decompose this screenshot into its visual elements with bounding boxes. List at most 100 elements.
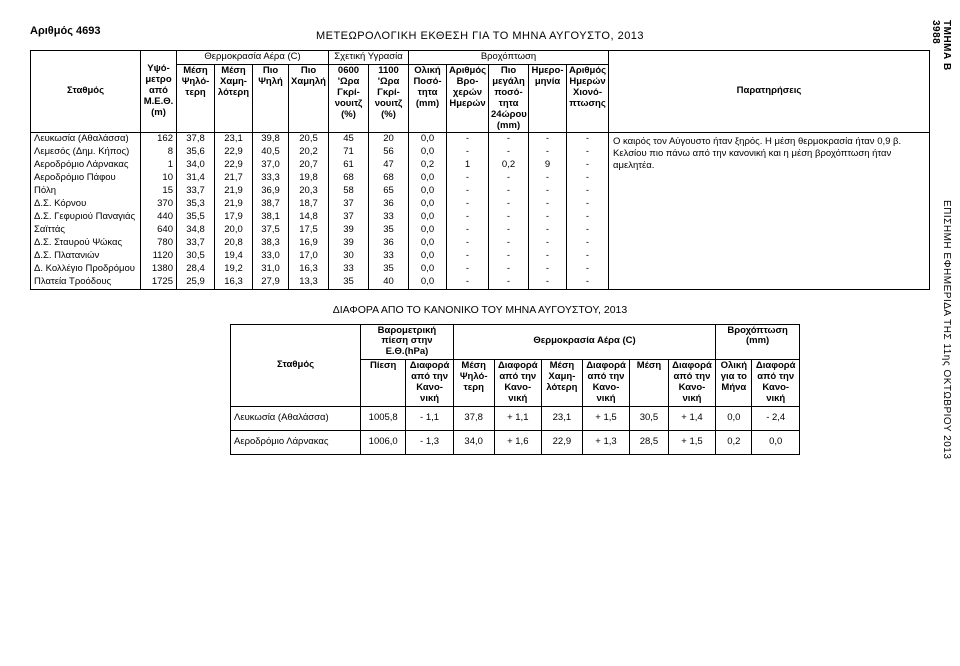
data-cell: 0,0	[409, 237, 447, 250]
data-cell: -	[567, 172, 609, 185]
data-cell: 20,8	[215, 237, 253, 250]
data-cell: 71	[329, 146, 369, 159]
data-cell: 20,3	[289, 185, 329, 198]
data-cell: + 1,1	[494, 406, 542, 430]
data-cell: -	[489, 263, 529, 276]
col-max: Πιο Ψηλή	[253, 64, 289, 133]
col-mean-high: Μέση Ψηλό- τερη	[177, 64, 215, 133]
col-notes: Παρατηρήσεις	[609, 51, 930, 133]
t2-diff-h: Διαφορά από την Κανο- νική	[494, 360, 542, 407]
data-cell: -	[567, 159, 609, 172]
col-total-mm: Ολική Ποσό- τητα (mm)	[409, 64, 447, 133]
data-cell: 33,0	[253, 250, 289, 263]
data-cell: 28,4	[177, 263, 215, 276]
data-cell: + 1,5	[582, 406, 630, 430]
data-cell: + 1,4	[668, 406, 716, 430]
data-cell: - 1,3	[406, 430, 454, 454]
data-cell: 0,0	[409, 224, 447, 237]
data-cell: 37,5	[253, 224, 289, 237]
col-altitude: Υψό- μετρο από Μ.Ε.Θ. (m)	[141, 51, 177, 133]
data-cell: 17,5	[289, 224, 329, 237]
data-cell: -	[529, 237, 567, 250]
data-cell: 21,9	[215, 185, 253, 198]
data-cell: -	[447, 133, 489, 146]
data-cell: -	[529, 211, 567, 224]
t2-diff-p: Διαφορά από την Κανο- νική	[406, 360, 454, 407]
main-table: Σταθμός Υψό- μετρο από Μ.Ε.Θ. (m) Θερμοκ…	[30, 50, 930, 290]
data-cell: 19,8	[289, 172, 329, 185]
alt-cell: 1380	[141, 263, 177, 276]
data-cell: -	[567, 237, 609, 250]
doc-number: Αριθμός 4693	[30, 25, 100, 37]
t2-diff-r: Διαφορά από την Κανο- νική	[752, 360, 800, 407]
data-cell: -	[529, 172, 567, 185]
data-cell: 0,0	[409, 211, 447, 224]
data-cell: 16,9	[289, 237, 329, 250]
data-cell: 17,9	[215, 211, 253, 224]
data-cell: 28,5	[630, 430, 668, 454]
data-cell: 20,2	[289, 146, 329, 159]
data-cell: -	[447, 185, 489, 198]
data-cell: 36,9	[253, 185, 289, 198]
data-cell: 33	[329, 263, 369, 276]
data-cell: -	[447, 276, 489, 289]
data-cell: 36	[369, 198, 409, 211]
group-humidity: Σχετική Υγρασία	[329, 51, 409, 65]
data-cell: 23,1	[215, 133, 253, 146]
data-cell: 20,0	[215, 224, 253, 237]
data-cell: -	[529, 146, 567, 159]
group-precip: Βροχόπτωση	[409, 51, 609, 65]
t2-mean: Μέση	[630, 360, 668, 407]
data-cell: 56	[369, 146, 409, 159]
data-cell: 21,9	[215, 198, 253, 211]
t2-mean-low: Μέση Χαμη- λότερη	[542, 360, 583, 407]
side-text-gazette: ΕΠΙΣΗΜΗ ΕΦΗΜΕΡΙΔΑ ΤΗΣ 11ης ΟΚΤΩΒΡΙΟΥ 201…	[941, 200, 952, 459]
alt-cell: 780	[141, 237, 177, 250]
t2-col-station: Σταθμός	[231, 324, 361, 406]
data-cell: -	[567, 198, 609, 211]
data-cell: 30,5	[630, 406, 668, 430]
data-cell: 19,2	[215, 263, 253, 276]
data-cell: -	[489, 172, 529, 185]
data-cell: -	[489, 237, 529, 250]
data-cell: 33,3	[253, 172, 289, 185]
data-cell: 23,1	[542, 406, 583, 430]
data-cell: 1006,0	[361, 430, 406, 454]
data-cell: -	[567, 224, 609, 237]
data-cell: 47	[369, 159, 409, 172]
data-cell: 0,2	[409, 159, 447, 172]
alt-cell: 1	[141, 159, 177, 172]
data-cell: 34,8	[177, 224, 215, 237]
data-cell: -	[567, 276, 609, 289]
data-cell: 19,4	[215, 250, 253, 263]
t2-total: Ολική για το Μήνα	[716, 360, 752, 407]
station-cell: Δ.Σ. Γεφυριού Παναγιάς	[31, 211, 141, 224]
data-cell: -	[529, 224, 567, 237]
data-cell: 20,5	[289, 133, 329, 146]
data-cell: -	[529, 133, 567, 146]
data-cell: 21,7	[215, 172, 253, 185]
data-cell: 0,0	[716, 406, 752, 430]
alt-cell: 640	[141, 224, 177, 237]
alt-cell: 8	[141, 146, 177, 159]
data-cell: 33,7	[177, 237, 215, 250]
t2-pressure: Πίεση	[361, 360, 406, 407]
data-cell: -	[489, 211, 529, 224]
t2-group-baro: Βαρομετρική πίεση στην Ε.Θ.(hPa)	[361, 324, 454, 360]
data-cell: 0,0	[409, 146, 447, 159]
data-cell: 65	[369, 185, 409, 198]
col-rainy-days: Αριθμός Βρο- χερών Ημερών	[447, 64, 489, 133]
data-cell: 1	[447, 159, 489, 172]
alt-cell: 370	[141, 198, 177, 211]
data-cell: -	[447, 237, 489, 250]
data-cell: 37	[329, 198, 369, 211]
report-title: ΜΕΤΕΩΡΟΛΟΓΙΚΗ ΕΚΘΕΣΗ ΓΙΑ ΤΟ ΜΗΝΑ ΑΥΓΟΥΣΤ…	[30, 30, 930, 42]
col-station: Σταθμός	[31, 51, 141, 133]
data-cell: -	[489, 250, 529, 263]
data-cell: 35,3	[177, 198, 215, 211]
data-cell: 37	[329, 211, 369, 224]
data-cell: 30	[329, 250, 369, 263]
data-cell: -	[489, 185, 529, 198]
data-cell: -	[567, 211, 609, 224]
data-cell: 45	[329, 133, 369, 146]
